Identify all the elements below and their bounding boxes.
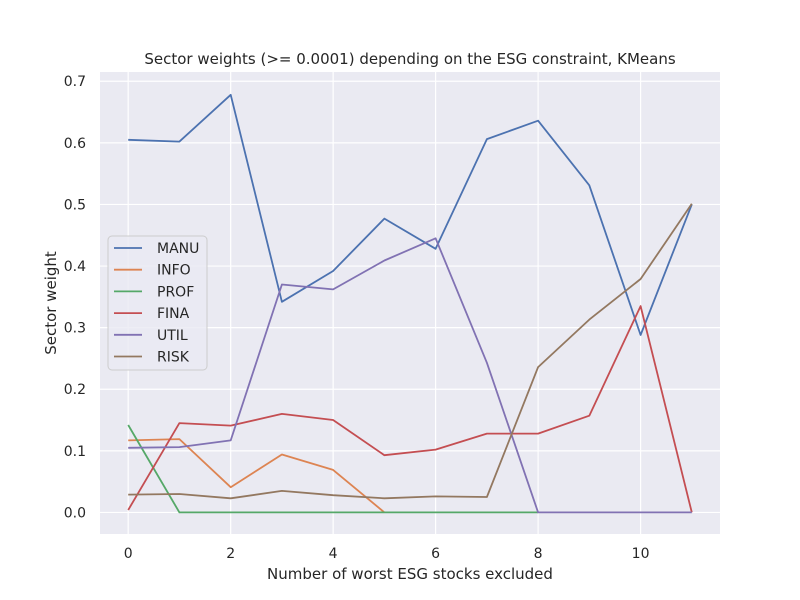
x-axis-ticks: 0 2 4 6 8 10 [124, 546, 650, 562]
series-line-risk [128, 203, 693, 500]
x-tick-label: 8 [534, 546, 543, 562]
x-tick-label: 6 [431, 546, 440, 562]
y-tick-label: 0.6 [64, 136, 86, 152]
legend-label: UTIL [157, 328, 188, 344]
y-tick-label: 0.4 [64, 259, 86, 275]
y-axis-label: Sector weight [42, 251, 60, 355]
legend-label: PROF [157, 284, 194, 300]
y-tick-label: 0.3 [64, 321, 86, 337]
series-line-prof [127, 424, 539, 514]
legend-label: RISK [157, 350, 190, 366]
chart-title: Sector weights (>= 0.0001) depending on … [144, 50, 676, 68]
series-lines [127, 93, 693, 514]
y-tick-label: 0.0 [64, 505, 86, 521]
y-tick-label: 0.1 [64, 444, 86, 460]
x-axis-label: Number of worst ESG stocks excluded [267, 565, 553, 583]
y-tick-label: 0.2 [64, 382, 86, 398]
series-line-fina [127, 305, 693, 513]
series-line-util [128, 237, 692, 514]
series-line-manu [128, 93, 693, 336]
x-tick-label: 4 [329, 546, 338, 562]
x-tick-label: 2 [226, 546, 235, 562]
legend-label: INFO [157, 263, 191, 279]
y-axis-ticks: 0.0 0.1 0.2 0.3 0.4 0.5 0.6 0.7 [64, 74, 86, 521]
x-tick-label: 10 [632, 546, 650, 562]
y-tick-label: 0.5 [64, 197, 86, 213]
legend: MANU INFO PROF FINA UTIL RISK [107, 235, 208, 371]
x-tick-label: 0 [124, 546, 133, 562]
y-tick-label: 0.7 [64, 74, 86, 90]
legend-label: MANU [157, 241, 199, 257]
legend-label: FINA [157, 306, 190, 322]
